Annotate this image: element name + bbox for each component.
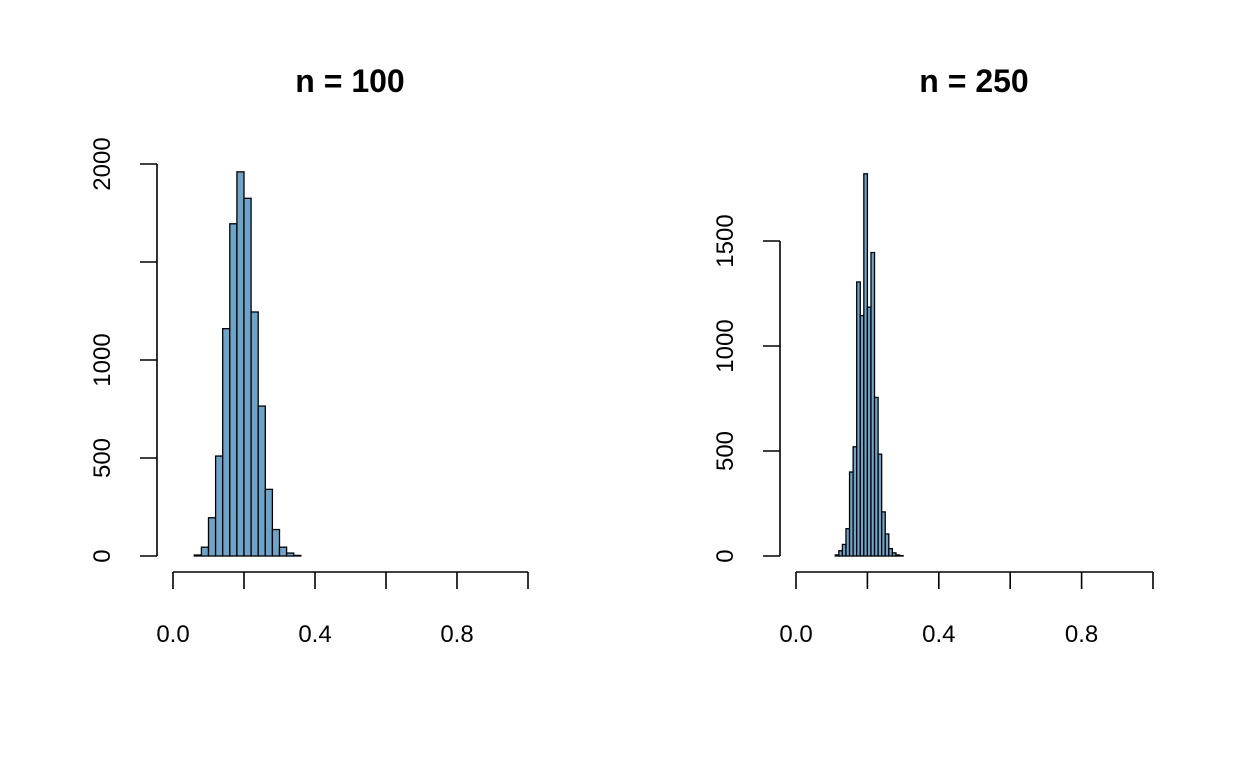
y-tick-label: 1500 [712,214,739,267]
histogram-bar [884,533,890,557]
x-tick-label: 0.8 [440,621,473,648]
y-tick-label: 500 [712,431,739,471]
histogram-bar [271,528,281,557]
panel-title: n = 250 [919,63,1028,99]
histogram-bar [193,554,203,557]
x-tick-label: 0.0 [779,621,812,648]
x-axis: 0.0 0.4 0.8 [156,571,529,648]
histogram-bar [278,546,288,557]
y-tick-label: 2000 [89,137,116,190]
histogram-bar [214,455,224,557]
x-tick-label: 0.4 [922,621,955,648]
histogram-bar [285,552,295,557]
y-tick-label: 1000 [712,319,739,372]
x-tick-label: 0.8 [1065,621,1098,648]
y-tick-label: 500 [89,438,116,478]
y-axis: 0 500 1000 1500 [712,214,781,563]
y-axis: 0 500 1000 2000 [89,137,158,563]
histogram-bar [293,554,302,557]
histogram-bar [222,327,231,557]
y-tick-label: 0 [712,549,739,562]
bar-group [193,171,302,557]
y-tick-label: 0 [89,549,116,562]
histogram-bar [207,517,217,557]
x-axis: 0.0 0.4 0.8 [779,571,1154,648]
histogram-bar [243,197,252,557]
histogram-panel-n250: n = 250 0.0 0.4 0.8 0 500 1000 1500 [712,63,1154,648]
x-tick-label: 0.0 [156,621,189,648]
histogram-bar [229,223,238,557]
histogram-bar [877,453,883,557]
histogram-bar [236,171,245,557]
histogram-bar [257,405,266,557]
y-tick-label: 1000 [89,333,116,386]
bar-group [834,173,904,557]
histogram-bar [250,311,259,557]
panel-title: n = 100 [295,63,404,99]
histogram-bar [264,488,274,557]
histogram-panel-n100: n = 100 0.0 0.4 0.8 0 500 1000 2000 [89,63,529,648]
x-tick-label: 0.4 [298,621,331,648]
histogram-bar [200,546,210,557]
